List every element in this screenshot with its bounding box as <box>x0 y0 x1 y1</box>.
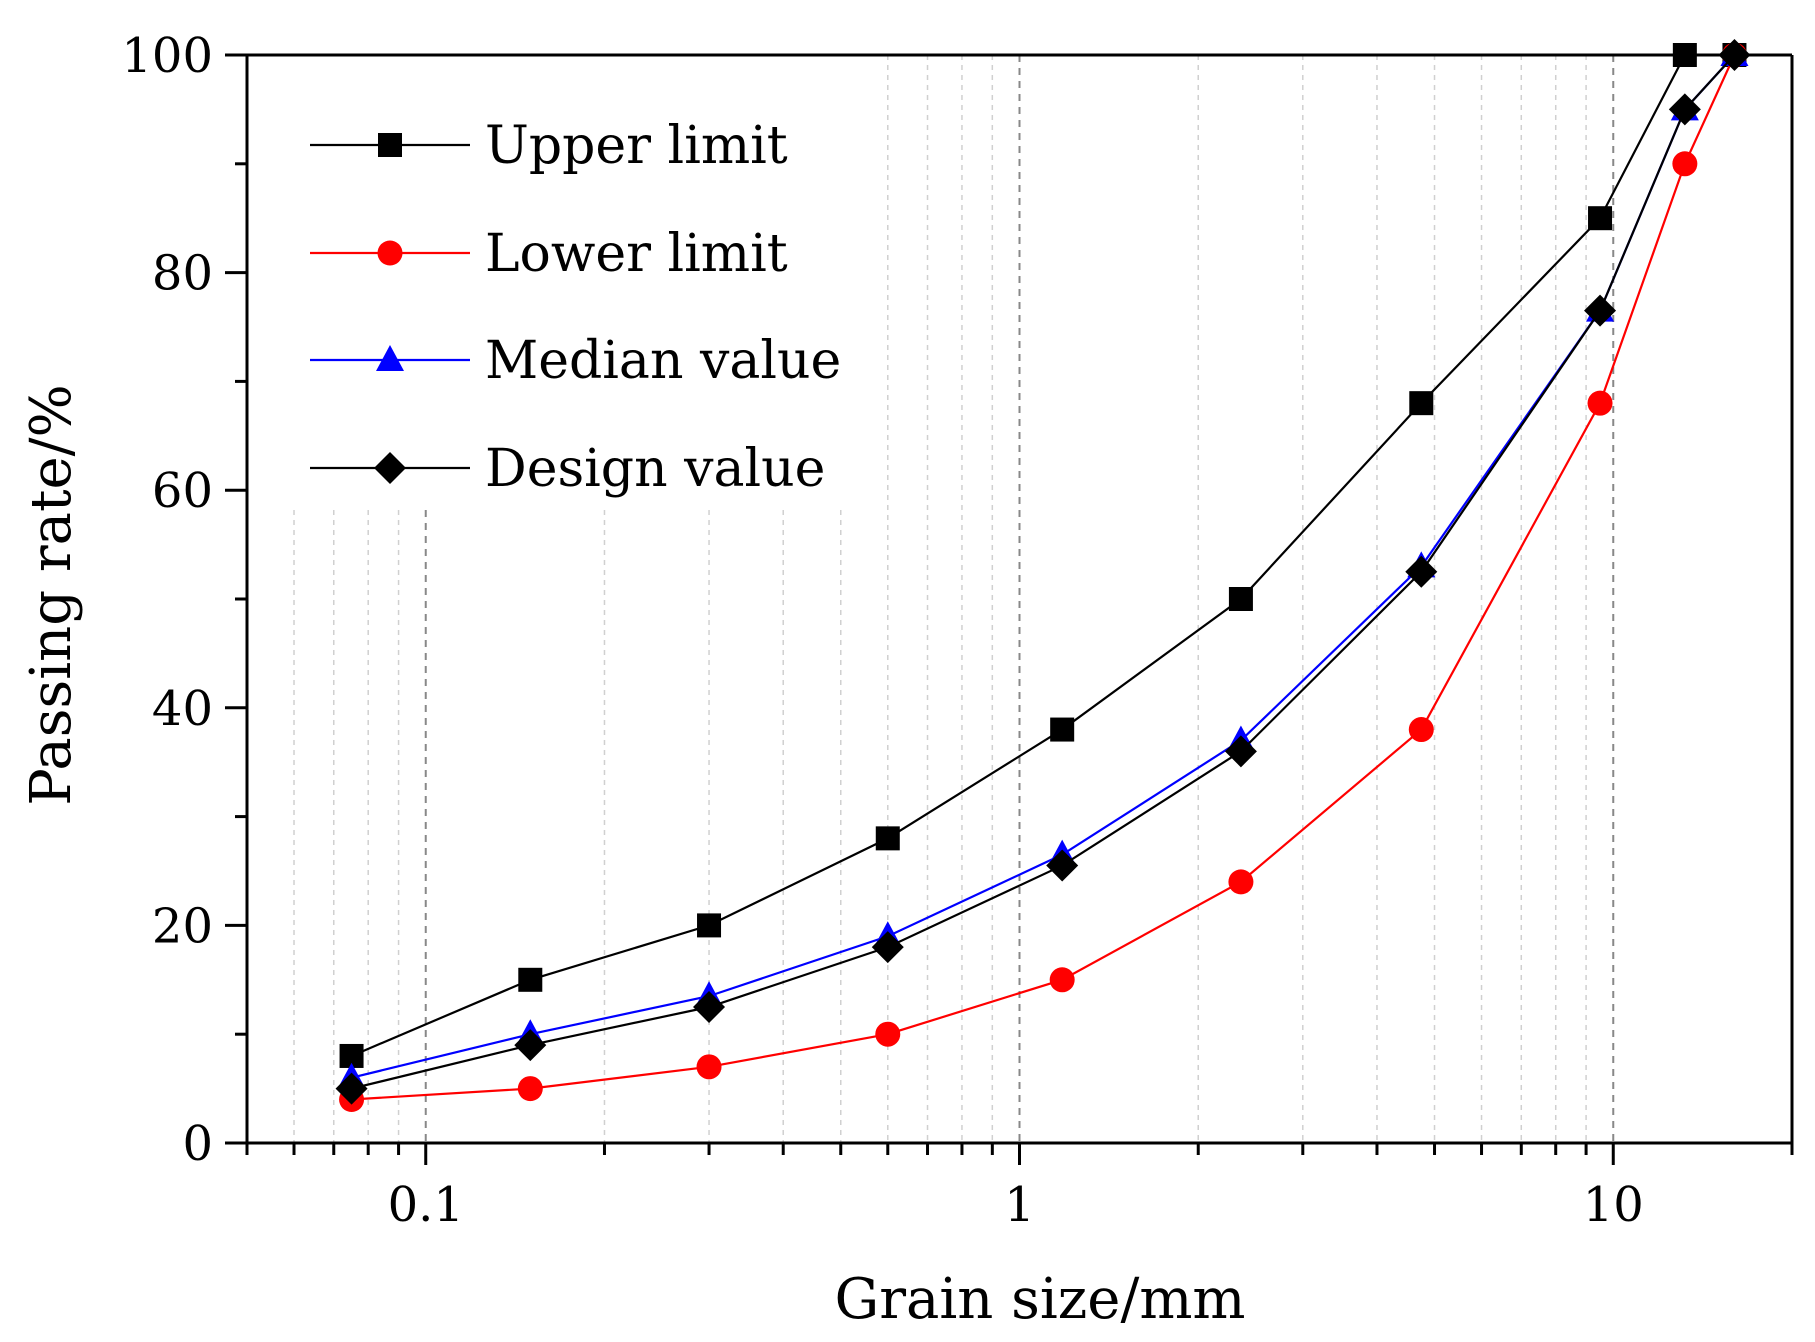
data-point-design-value <box>1668 93 1701 126</box>
series-line-upper-limit <box>351 53 1735 1057</box>
data-point-lower-limit <box>517 1076 543 1102</box>
data-point-upper-limit <box>518 967 543 992</box>
y-axis-title: Passing rate/% <box>19 384 84 806</box>
y-tick-label: 60 <box>152 463 213 519</box>
y-tick-label: 100 <box>121 28 213 84</box>
series-upper-limit <box>339 43 1747 1068</box>
legend-marker-lower-limit <box>377 240 403 266</box>
x-tick-label: 1 <box>1004 1177 1035 1233</box>
data-point-upper-limit <box>697 913 722 938</box>
data-point-lower-limit <box>696 1054 722 1080</box>
legend-marker-upper-limit <box>378 133 402 157</box>
data-point-upper-limit <box>875 826 900 851</box>
legend-item-median-value: Median value <box>310 331 841 391</box>
series <box>335 39 1751 1112</box>
legend-label-median-value: Median value <box>485 331 841 391</box>
y-tick-label: 40 <box>152 681 213 737</box>
data-point-design-value <box>1584 294 1617 327</box>
data-point-design-value <box>335 1072 368 1105</box>
data-point-upper-limit <box>1228 587 1253 611</box>
grid <box>293 55 1615 1143</box>
legend-label-lower-limit: Lower limit <box>485 224 788 284</box>
data-point-design-value <box>1224 735 1257 768</box>
data-point-lower-limit <box>1228 869 1254 895</box>
data-point-lower-limit <box>1587 390 1613 416</box>
x-tick-label: 0.1 <box>388 1177 464 1233</box>
data-point-lower-limit <box>1049 967 1075 993</box>
data-point-upper-limit <box>1672 43 1697 67</box>
data-point-design-value <box>871 931 904 964</box>
legend-marker-median-value <box>376 345 404 371</box>
legend-marker-design-value <box>374 452 406 484</box>
series-design-value <box>335 39 1751 1105</box>
x-axis-title: Grain size/mm <box>834 1267 1245 1332</box>
data-point-design-value <box>1718 39 1751 71</box>
series-median-value <box>337 40 1749 1089</box>
series-lower-limit <box>339 42 1747 1112</box>
legend-item-upper-limit: Upper limit <box>310 116 788 176</box>
y-tick-label: 20 <box>152 898 213 954</box>
legend: Upper limit Lower limit Median value Design… <box>310 116 841 499</box>
data-point-design-value <box>514 1029 547 1062</box>
tick-marks <box>225 53 1794 1165</box>
data-point-lower-limit <box>1408 717 1434 743</box>
y-tick-label: 80 <box>152 246 213 302</box>
data-point-lower-limit <box>1672 151 1698 177</box>
data-point-design-value <box>693 991 726 1023</box>
series-line-design-value <box>351 54 1736 1090</box>
x-tick-label: 10 <box>1583 1177 1644 1233</box>
data-point-upper-limit <box>1409 391 1434 416</box>
data-point-design-value <box>1046 849 1079 882</box>
tick-labels: 0 20 40 60 80 100 0.1 1 10 <box>121 28 1643 1233</box>
data-point-upper-limit <box>1588 206 1613 231</box>
series-line-median-value <box>351 54 1736 1079</box>
legend-label-upper-limit: Upper limit <box>485 116 788 176</box>
data-point-upper-limit <box>1050 717 1075 742</box>
data-point-lower-limit <box>875 1021 901 1047</box>
legend-item-design-value: Design value <box>310 439 825 499</box>
data-point-design-value <box>1405 555 1438 588</box>
y-tick-label: 0 <box>182 1116 213 1172</box>
legend-label-design-value: Design value <box>485 439 825 499</box>
series-line-lower-limit <box>351 54 1736 1101</box>
legend-item-lower-limit: Lower limit <box>310 224 788 284</box>
